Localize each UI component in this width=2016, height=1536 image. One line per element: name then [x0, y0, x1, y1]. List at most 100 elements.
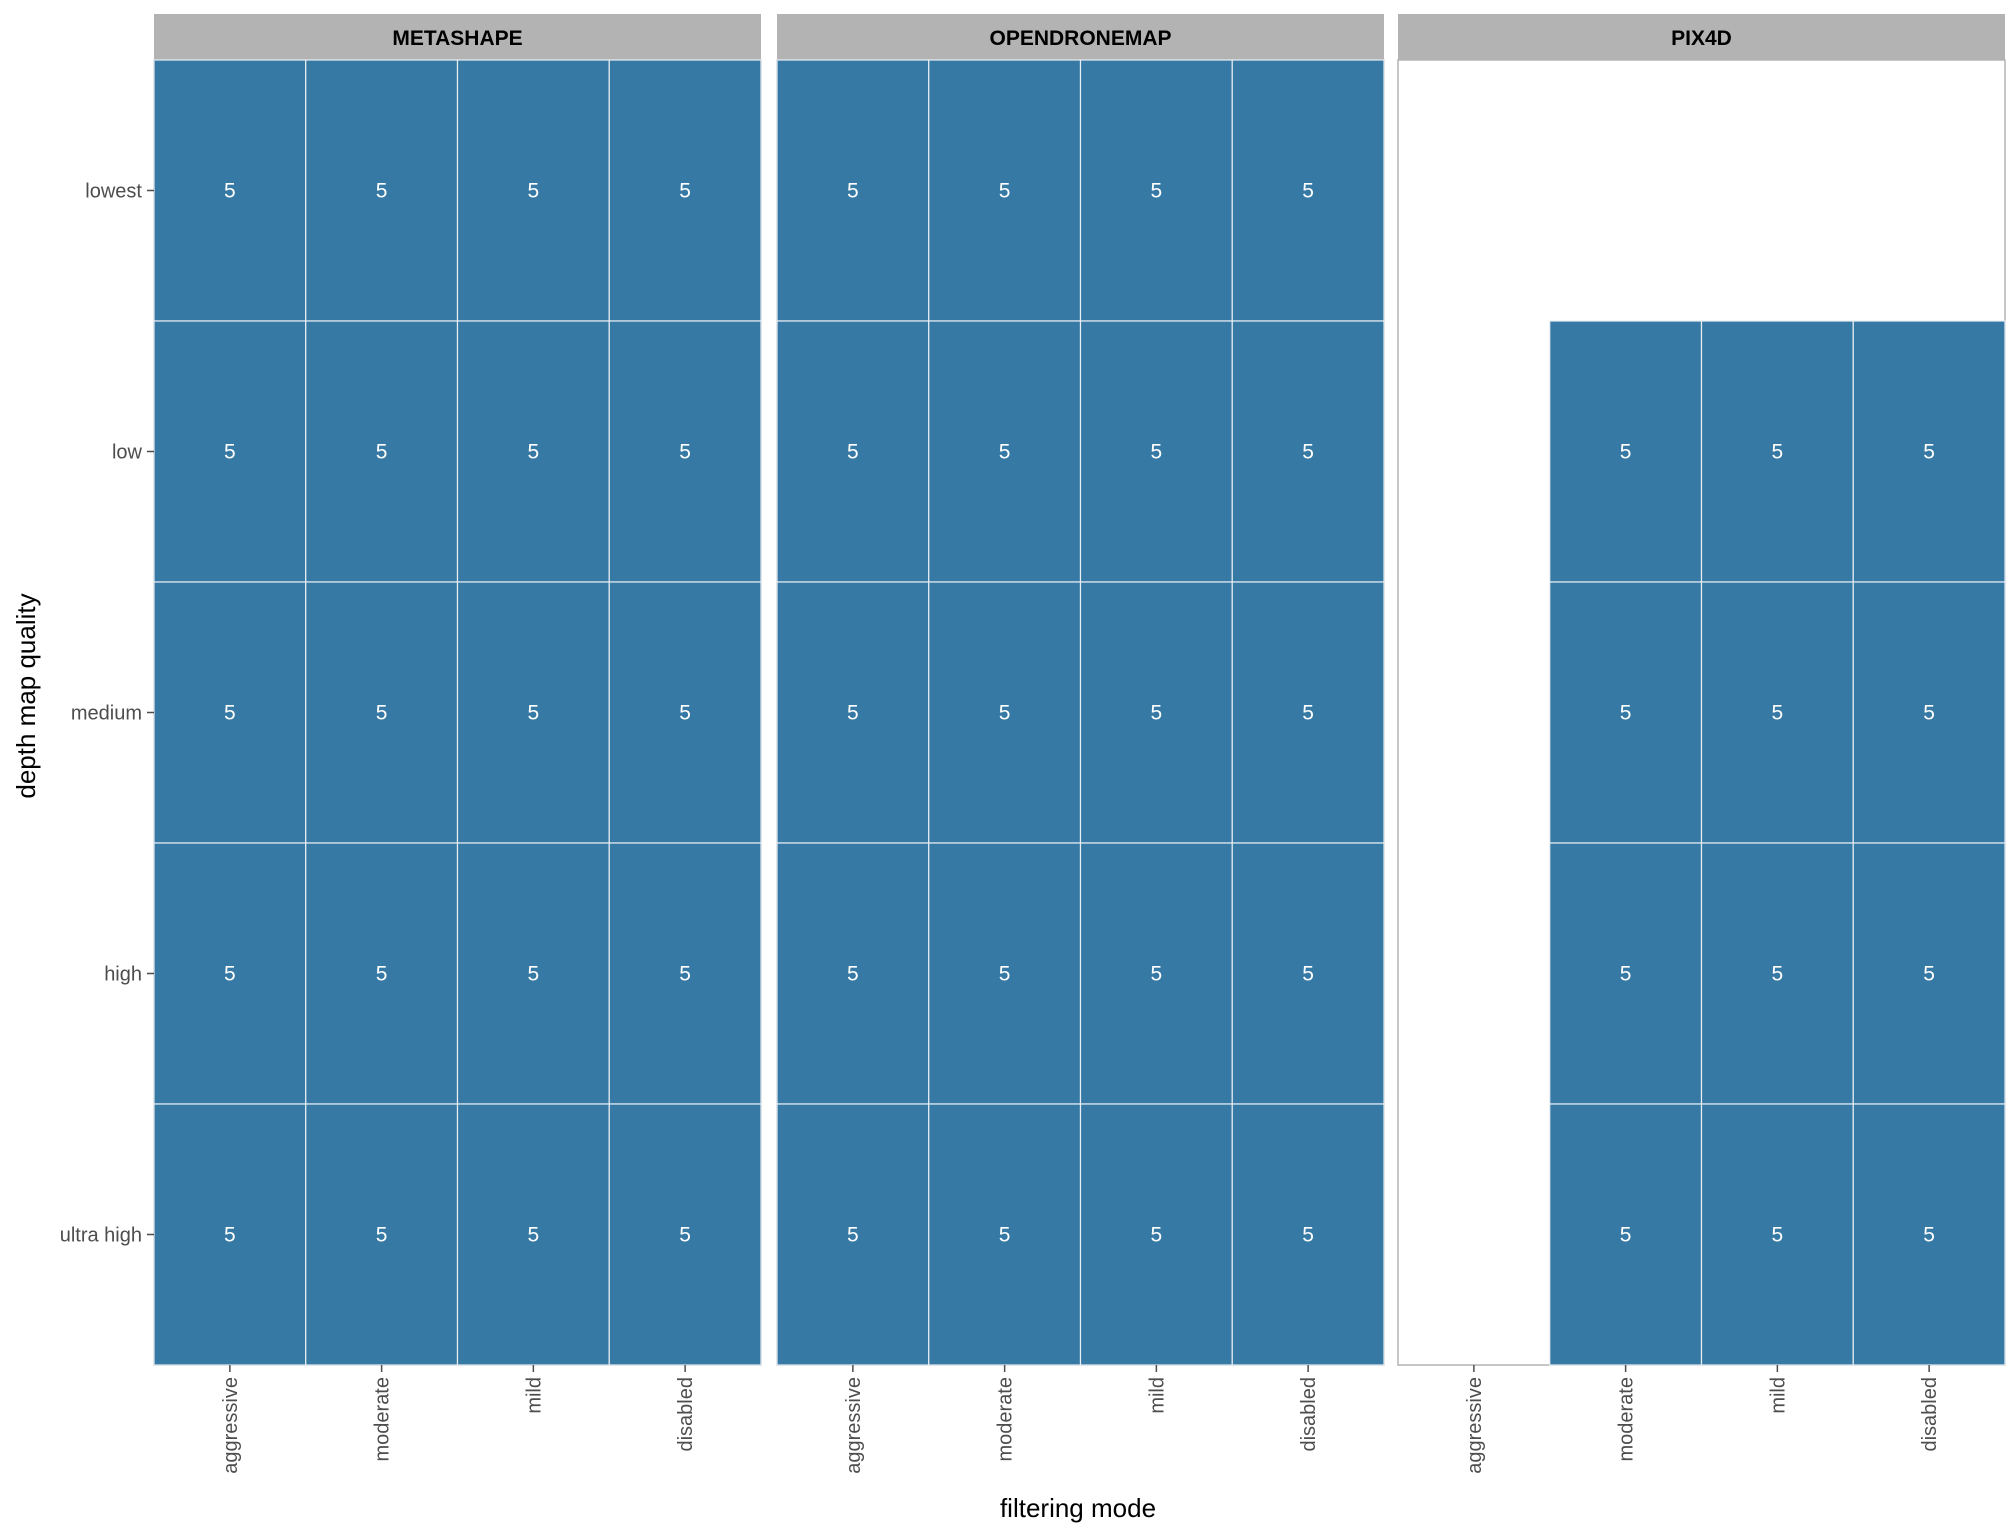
- tile-value-label: 5: [376, 963, 388, 986]
- tile-value-label: 5: [1620, 963, 1632, 986]
- x-tick-label: moderate: [372, 1377, 394, 1462]
- x-tick-label: disabled: [675, 1377, 697, 1452]
- tile-value-label: 5: [999, 441, 1011, 464]
- x-tick-label: aggressive: [1464, 1377, 1486, 1474]
- facet-strip-label: OPENDRONEMAP: [989, 27, 1171, 50]
- heatmap-tile: [1549, 320, 1703, 583]
- tile-value-label: 5: [999, 702, 1011, 725]
- heatmap-tile: [1700, 842, 1854, 1105]
- x-tick-label: aggressive: [220, 1377, 242, 1474]
- facet-strip: [777, 14, 1384, 60]
- tile-value-label: 5: [224, 441, 236, 464]
- heatmap-tile: [1549, 842, 1703, 1105]
- tile-value-label: 5: [1772, 702, 1784, 725]
- heatmap-tile: [1231, 842, 1385, 1105]
- x-tick-label: disabled: [1298, 1377, 1320, 1452]
- heatmap-tile: [1852, 842, 2006, 1105]
- heatmap-tile: [456, 320, 610, 583]
- y-tick-label: lowest: [85, 181, 142, 203]
- tile-value-label: 5: [847, 180, 859, 203]
- panels-layer: METASHAPE 5 5 5 5 5 5 5 5 5 5 5 5 5 5 5 5 5 5 5 5 aggressive m…: [153, 14, 2006, 1474]
- y-tick-label: medium: [71, 703, 142, 725]
- heatmap-tile: [456, 59, 610, 322]
- heatmap-tile: [928, 1103, 1082, 1366]
- tile-value-label: 5: [1620, 702, 1632, 725]
- tile-value-label: 5: [1923, 702, 1935, 725]
- heatmap-tile: [928, 59, 1082, 322]
- tile-value-label: 5: [1151, 963, 1163, 986]
- heatmap-tile: [1700, 1103, 1854, 1366]
- heatmap-tile: [1700, 581, 1854, 844]
- tile-value-label: 5: [1302, 1224, 1314, 1247]
- heatmap-tile: [1852, 1103, 2006, 1366]
- heatmap-tile: [608, 842, 762, 1105]
- heatmap-tile: [608, 1103, 762, 1366]
- heatmap-tile: [1079, 320, 1233, 583]
- heatmap-tile: [305, 320, 459, 583]
- panel-pix4d: PIX4D 5 5 5 5 5 5 5 5 5 5 5 5 aggressive moderate mild d…: [1397, 14, 2006, 1474]
- tile-value-label: 5: [1923, 963, 1935, 986]
- heatmap-tile: [776, 320, 930, 583]
- tile-value-label: 5: [679, 1224, 691, 1247]
- tile-value-label: 5: [1772, 963, 1784, 986]
- y-axis: lowest low medium high ultra high: [60, 181, 154, 1247]
- tile-value-label: 5: [528, 441, 540, 464]
- x-tick-label: mild: [523, 1377, 545, 1414]
- tile-value-label: 5: [376, 1224, 388, 1247]
- heatmap-tile: [153, 59, 307, 322]
- tile-value-label: 5: [224, 702, 236, 725]
- x-axis-title: filtering mode: [1000, 1493, 1156, 1523]
- tile-value-label: 5: [847, 963, 859, 986]
- y-tick-label: low: [112, 442, 143, 464]
- facet-strip-label: METASHAPE: [392, 27, 522, 50]
- tile-value-label: 5: [224, 1224, 236, 1247]
- tile-value-label: 5: [1151, 441, 1163, 464]
- heatmap-tile: [928, 320, 1082, 583]
- heatmap-tile: [776, 59, 930, 322]
- heatmap-tile: [776, 1103, 930, 1366]
- y-axis-title: depth map quality: [11, 593, 41, 798]
- tile-value-label: 5: [999, 1224, 1011, 1247]
- heatmap-tile: [153, 581, 307, 844]
- tile-value-label: 5: [1151, 180, 1163, 203]
- x-tick-label: mild: [1146, 1377, 1168, 1414]
- tile-value-label: 5: [999, 180, 1011, 203]
- heatmap-tile: [456, 581, 610, 844]
- y-tick-label: high: [104, 964, 142, 986]
- heatmap-tile: [456, 842, 610, 1105]
- tile-value-label: 5: [224, 180, 236, 203]
- heatmap-tile: [928, 842, 1082, 1105]
- tile-value-label: 5: [1772, 1224, 1784, 1247]
- panel-metashape: METASHAPE 5 5 5 5 5 5 5 5 5 5 5 5 5 5 5 5 5 5 5 5 aggressive m…: [153, 14, 762, 1474]
- facet-strip-label: PIX4D: [1671, 27, 1732, 50]
- tile-value-label: 5: [847, 441, 859, 464]
- heatmap-tile: [1231, 59, 1385, 322]
- tile-value-label: 5: [679, 702, 691, 725]
- heatmap-tile: [153, 320, 307, 583]
- heatmap-tile: [305, 842, 459, 1105]
- heatmap-tile: [1079, 842, 1233, 1105]
- tile-value-label: 5: [1302, 180, 1314, 203]
- tile-value-label: 5: [376, 702, 388, 725]
- heatmap-tile: [153, 1103, 307, 1366]
- x-tick-label: moderate: [995, 1377, 1017, 1462]
- facet-strip: [1398, 14, 2005, 60]
- tile-value-label: 5: [1302, 702, 1314, 725]
- tile-value-label: 5: [376, 180, 388, 203]
- x-tick-label: mild: [1767, 1377, 1789, 1414]
- x-tick-label: moderate: [1616, 1377, 1638, 1462]
- heatmap-tile: [1079, 59, 1233, 322]
- heatmap-tile: [1700, 320, 1854, 583]
- heatmap-tile: [1231, 1103, 1385, 1366]
- tile-value-label: 5: [679, 963, 691, 986]
- x-tick-label: aggressive: [843, 1377, 865, 1474]
- tile-value-label: 5: [1772, 441, 1784, 464]
- tile-value-label: 5: [847, 1224, 859, 1247]
- y-tick-label: ultra high: [60, 1225, 142, 1247]
- tile-value-label: 5: [528, 702, 540, 725]
- tile-value-label: 5: [1151, 702, 1163, 725]
- tile-value-label: 5: [528, 963, 540, 986]
- tile-value-label: 5: [1620, 1224, 1632, 1247]
- tile-value-label: 5: [224, 963, 236, 986]
